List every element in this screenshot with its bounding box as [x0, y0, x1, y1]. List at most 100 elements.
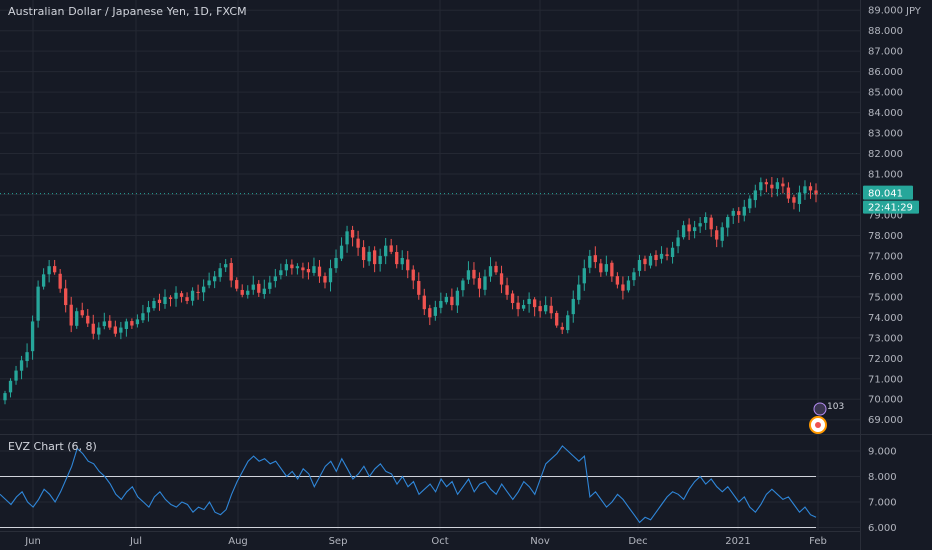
candle-body[interactable] — [372, 250, 377, 265]
candle-body[interactable] — [395, 251, 399, 265]
candle-body[interactable] — [626, 280, 631, 291]
candle-body[interactable] — [130, 321, 134, 326]
candle-body[interactable] — [709, 217, 713, 230]
candle-body[interactable] — [560, 326, 564, 330]
candle-body[interactable] — [229, 263, 233, 281]
candle-body[interactable] — [201, 286, 206, 293]
candle-body[interactable] — [97, 327, 101, 335]
candle-body[interactable] — [499, 273, 504, 285]
candle-body[interactable] — [604, 264, 609, 272]
candle-body[interactable] — [549, 305, 553, 314]
candle-body[interactable] — [588, 255, 592, 268]
candle-body[interactable] — [350, 229, 355, 238]
candle-body[interactable] — [64, 288, 68, 306]
candle-body[interactable] — [384, 245, 388, 257]
candle-body[interactable] — [632, 272, 636, 281]
candle-body[interactable] — [14, 370, 18, 381]
candle-body[interactable] — [80, 310, 84, 316]
candle-body[interactable] — [218, 268, 222, 278]
candle-body[interactable] — [240, 289, 244, 295]
candle-body[interactable] — [400, 257, 404, 265]
candle-body[interactable] — [808, 186, 813, 191]
candle-body[interactable] — [235, 280, 239, 289]
candle-body[interactable] — [566, 315, 570, 331]
candle-body[interactable] — [439, 300, 443, 308]
candle-body[interactable] — [593, 255, 597, 263]
candle-body[interactable] — [301, 267, 305, 271]
candle-body[interactable] — [108, 320, 112, 328]
candle-body[interactable] — [670, 247, 675, 258]
candle-body[interactable] — [19, 360, 24, 371]
candle-body[interactable] — [516, 302, 520, 310]
candle-body[interactable] — [47, 266, 51, 275]
candle-body[interactable] — [69, 304, 73, 326]
candle-body[interactable] — [681, 225, 686, 238]
candle-body[interactable] — [179, 293, 184, 297]
candle-body[interactable] — [207, 280, 211, 286]
candle-body[interactable] — [411, 269, 415, 281]
candle-body[interactable] — [610, 262, 614, 277]
candle-body[interactable] — [102, 321, 106, 327]
candle-body[interactable] — [571, 298, 575, 315]
candle-body[interactable] — [361, 247, 366, 261]
candle-body[interactable] — [770, 184, 774, 189]
candle-body[interactable] — [676, 237, 680, 247]
candle-body[interactable] — [494, 265, 498, 273]
candle-body[interactable] — [224, 264, 228, 268]
candle-body[interactable] — [323, 276, 327, 283]
candle-body[interactable] — [797, 192, 802, 205]
candle-body[interactable] — [599, 263, 603, 273]
candle-body[interactable] — [715, 230, 719, 240]
candle-body[interactable] — [555, 312, 559, 326]
candle-body[interactable] — [742, 206, 746, 216]
candle-body[interactable] — [334, 257, 338, 269]
candle-body[interactable] — [257, 283, 261, 293]
candle-body[interactable] — [455, 290, 460, 306]
avatar-icon[interactable] — [813, 402, 827, 416]
candle-body[interactable] — [8, 380, 13, 393]
candle-body[interactable] — [544, 305, 548, 312]
candle-body[interactable] — [428, 308, 432, 318]
candle-body[interactable] — [157, 299, 162, 304]
candle-body[interactable] — [698, 223, 702, 227]
candle-body[interactable] — [284, 264, 289, 271]
candle-body[interactable] — [433, 307, 437, 316]
candle-body[interactable] — [417, 281, 421, 295]
candle-body[interactable] — [477, 278, 482, 289]
candle-body[interactable] — [406, 259, 410, 271]
candle-body[interactable] — [86, 315, 90, 324]
candle-body[interactable] — [268, 282, 272, 289]
candle-body[interactable] — [317, 266, 322, 277]
candle-body[interactable] — [306, 268, 311, 273]
candle-body[interactable] — [119, 327, 123, 333]
candle-body[interactable] — [152, 300, 156, 309]
candle-body[interactable] — [615, 276, 620, 285]
candle-body[interactable] — [648, 255, 653, 266]
candle-body[interactable] — [91, 323, 95, 334]
candle-body[interactable] — [345, 231, 349, 245]
candle-body[interactable] — [312, 266, 316, 273]
candle-body[interactable] — [246, 290, 250, 295]
candle-body[interactable] — [687, 224, 691, 232]
candle-body[interactable] — [510, 293, 515, 304]
candle-body[interactable] — [168, 297, 173, 299]
candle-body[interactable] — [764, 182, 769, 185]
candle-body[interactable] — [146, 307, 151, 313]
candle-body[interactable] — [174, 292, 178, 299]
candle-body[interactable] — [753, 190, 757, 201]
candle-body[interactable] — [692, 227, 697, 232]
candle-body[interactable] — [521, 305, 526, 309]
candle-body[interactable] — [488, 266, 493, 277]
candle-body[interactable] — [466, 270, 471, 280]
candle-body[interactable] — [461, 280, 465, 291]
candle-body[interactable] — [196, 291, 200, 293]
candle-body[interactable] — [75, 311, 79, 326]
candle-body[interactable] — [378, 255, 382, 265]
candle-body[interactable] — [30, 321, 35, 352]
candle-body[interactable] — [582, 268, 586, 284]
candle-body[interactable] — [654, 254, 658, 261]
candle-body[interactable] — [339, 245, 344, 259]
candle-body[interactable] — [444, 296, 449, 303]
candle-body[interactable] — [212, 276, 217, 282]
